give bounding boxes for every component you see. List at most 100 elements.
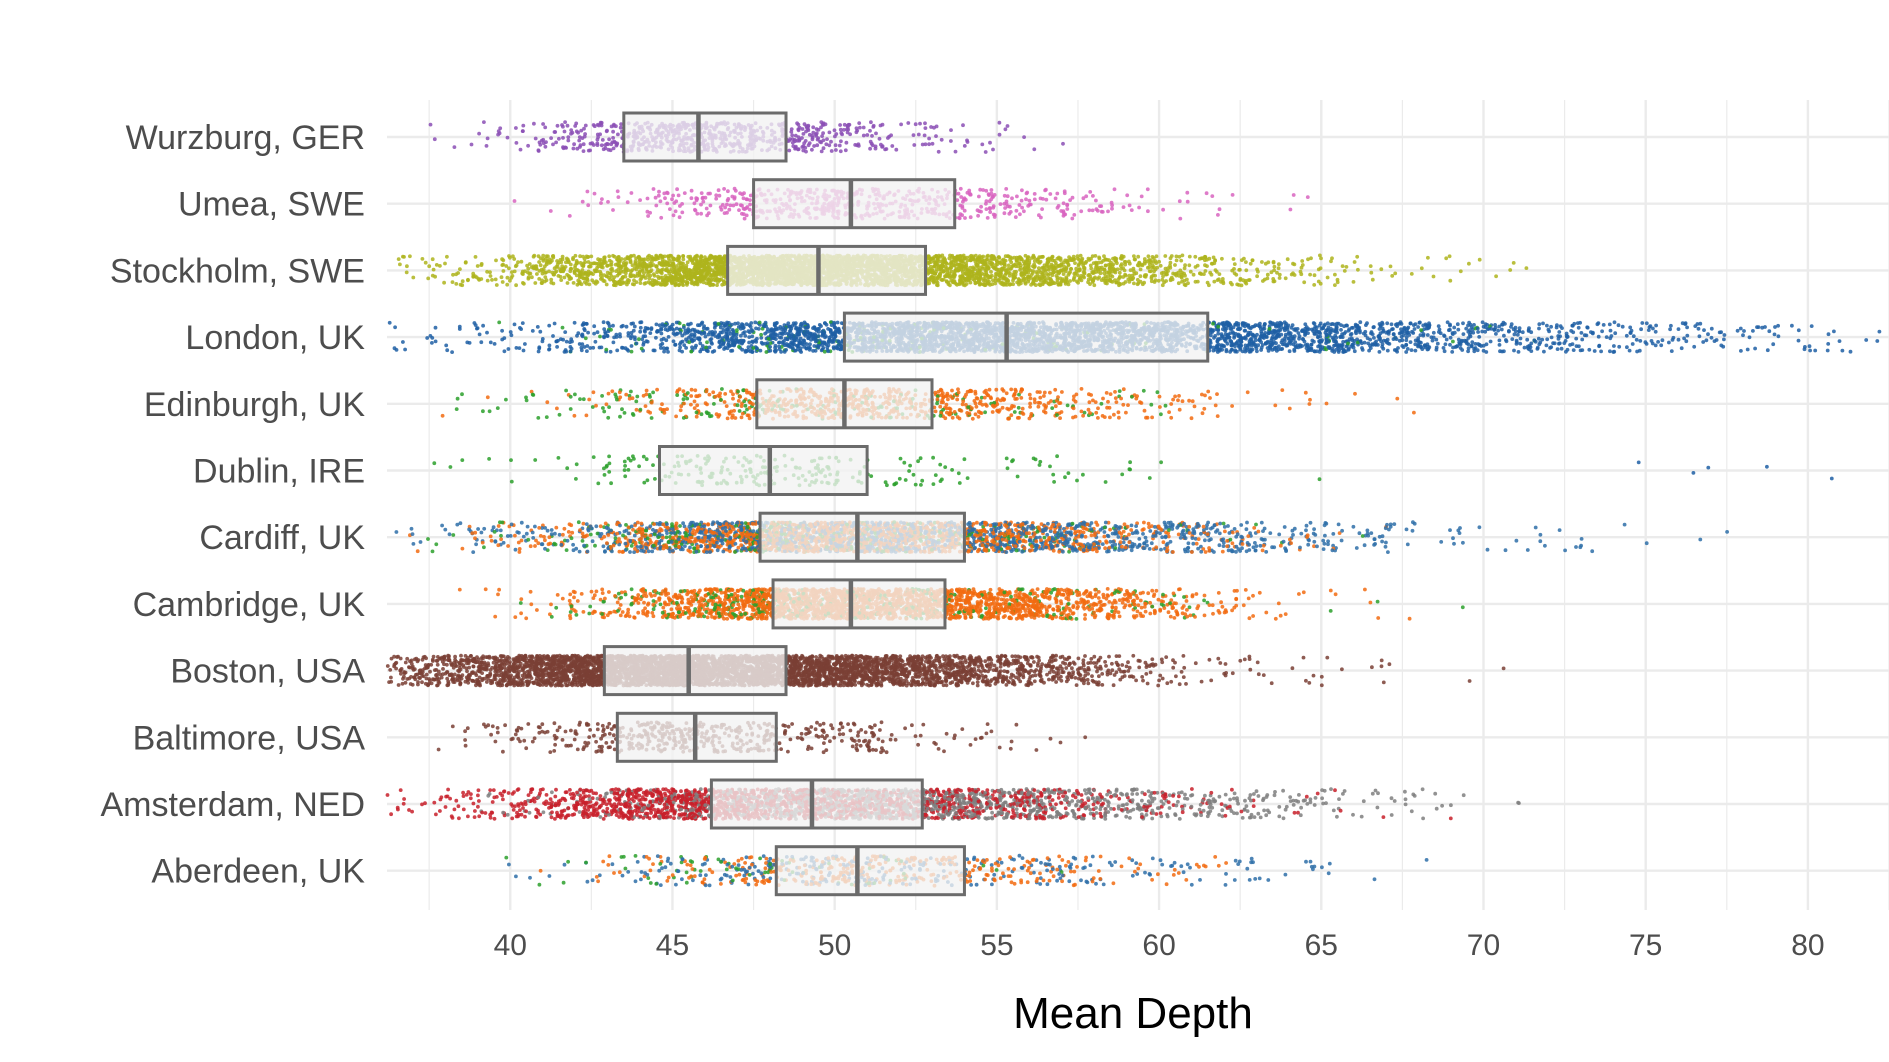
data-point (538, 256, 543, 261)
data-point (671, 193, 675, 198)
data-point (521, 281, 525, 285)
data-point (654, 279, 659, 284)
data-point (1037, 255, 1042, 260)
data-point (657, 189, 661, 194)
data-point (543, 144, 548, 149)
data-point (1046, 264, 1051, 269)
data-point (485, 269, 489, 274)
data-point (544, 270, 548, 275)
data-point (989, 270, 993, 274)
data-point (963, 216, 967, 220)
data-point (639, 276, 644, 281)
data-point (979, 209, 983, 214)
data-point (581, 149, 586, 154)
data-point (1106, 209, 1110, 214)
data-point (1025, 190, 1030, 195)
data-point (811, 125, 816, 130)
data-point (926, 270, 931, 275)
data-point (974, 253, 978, 258)
data-point (1023, 253, 1028, 258)
data-point (997, 132, 1002, 137)
data-point (1081, 274, 1086, 279)
data-point (934, 134, 938, 139)
data-point (1138, 274, 1143, 279)
data-point (700, 263, 705, 267)
data-point (1004, 187, 1009, 191)
data-point (960, 213, 964, 218)
data-point (676, 193, 681, 198)
data-point (1426, 255, 1430, 260)
data-point (873, 146, 878, 151)
data-point (488, 274, 493, 278)
data-point (665, 191, 670, 196)
data-point (580, 268, 585, 272)
data-point (1256, 269, 1260, 274)
data-point (1123, 260, 1128, 264)
data-point (651, 187, 656, 191)
data-point (1002, 201, 1007, 206)
data-point (1099, 204, 1104, 209)
data-point (665, 201, 670, 206)
data-point (1069, 267, 1073, 271)
data-point (613, 140, 618, 145)
data-point (477, 131, 481, 136)
data-point (932, 260, 937, 265)
data-point (500, 263, 505, 267)
data-point (592, 124, 597, 129)
data-point (845, 130, 850, 135)
data-point (929, 125, 933, 129)
data-point (579, 128, 584, 133)
data-point (927, 254, 931, 259)
data-point (988, 210, 993, 215)
data-point (1090, 208, 1095, 213)
data-point (1333, 272, 1337, 277)
data-point (1044, 197, 1049, 202)
data-point (562, 267, 566, 272)
data-point (1146, 254, 1151, 259)
data-point (1110, 206, 1114, 211)
data-point (1179, 275, 1184, 280)
data-point (890, 144, 895, 148)
data-point (1340, 264, 1345, 268)
data-point (1128, 268, 1133, 273)
data-point (997, 267, 1001, 272)
data-point (1312, 283, 1317, 287)
data-point (505, 135, 510, 140)
data-point (977, 194, 981, 199)
data-point (992, 266, 997, 271)
data-point (1145, 187, 1150, 192)
data-point (536, 149, 541, 153)
data-point (1306, 257, 1310, 262)
data-point (1135, 282, 1140, 287)
data-point (1177, 199, 1182, 204)
data-point (920, 142, 925, 147)
data-point (1089, 266, 1094, 271)
data-point (434, 263, 439, 267)
data-point (1123, 280, 1128, 284)
data-point (980, 142, 985, 147)
data-point (1165, 272, 1169, 277)
data-point (976, 257, 981, 262)
data-point (533, 281, 538, 285)
data-point (699, 191, 704, 196)
data-point (600, 262, 605, 267)
data-point (458, 267, 462, 271)
data-point (580, 199, 585, 204)
data-point (1018, 212, 1022, 217)
data-point (727, 207, 732, 212)
data-point (689, 196, 694, 201)
data-point (673, 209, 678, 214)
data-points (385, 120, 1882, 888)
data-point (592, 191, 597, 196)
data-point (728, 203, 733, 208)
data-point (1292, 262, 1297, 267)
data-point (675, 258, 680, 263)
data-point (445, 254, 449, 259)
data-point (963, 277, 967, 281)
data-point (396, 257, 401, 261)
data-point (607, 137, 611, 142)
data-point (1019, 272, 1024, 277)
data-point (708, 203, 713, 208)
data-point (645, 255, 650, 259)
data-point (1419, 266, 1424, 271)
